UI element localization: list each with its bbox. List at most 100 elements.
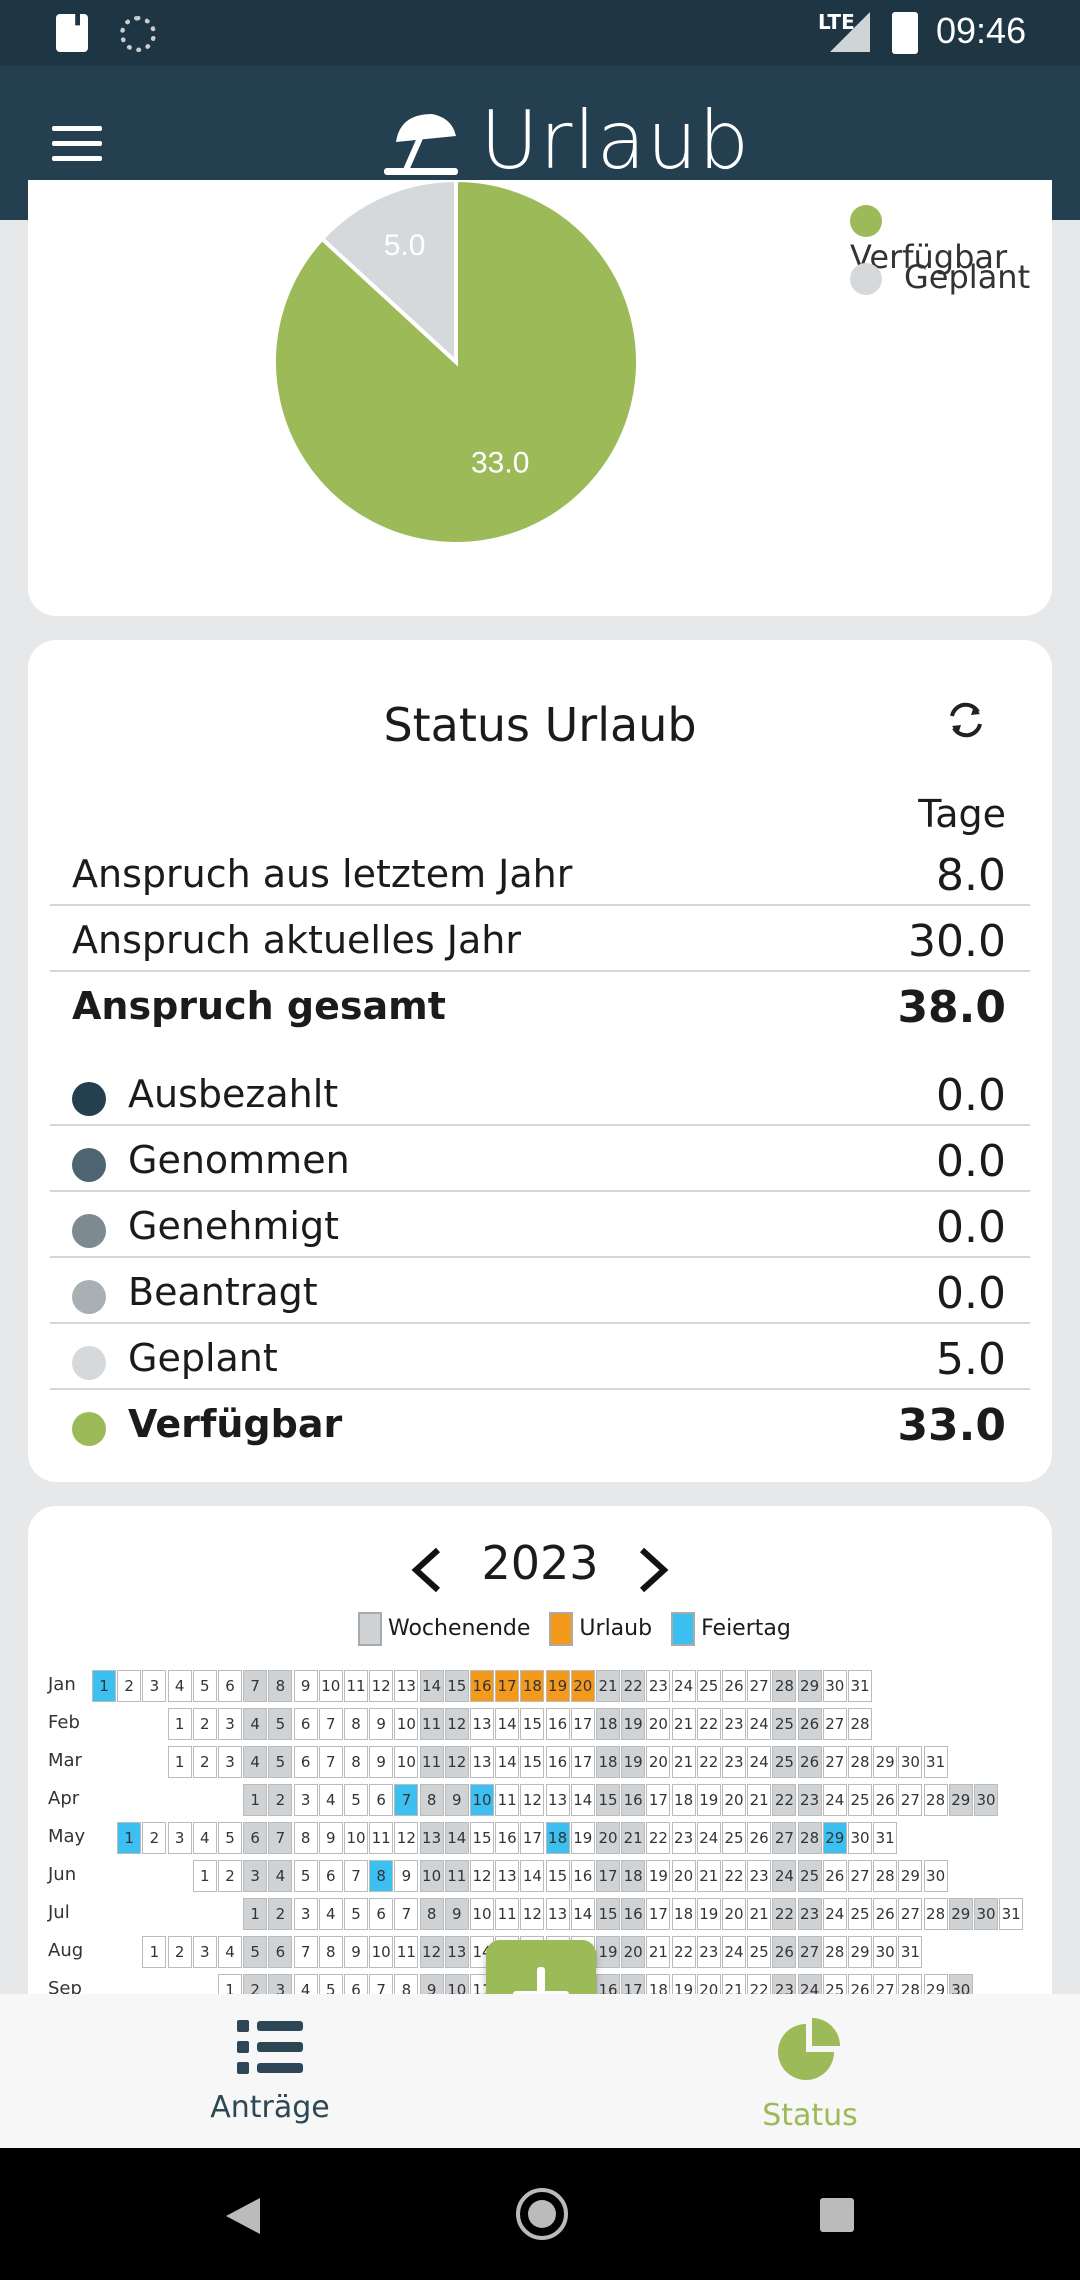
calendar-day[interactable]: 7 [394, 1898, 419, 1930]
calendar-day[interactable]: 18 [596, 1708, 620, 1740]
calendar-day[interactable]: 31 [873, 1822, 898, 1854]
calendar-day[interactable]: 14 [444, 1822, 469, 1854]
calendar-day[interactable]: 26 [822, 1860, 847, 1892]
calendar-day[interactable]: 8 [293, 1822, 318, 1854]
calendar-day[interactable]: 26 [797, 1746, 822, 1778]
calendar-day[interactable]: 30 [923, 1860, 948, 1892]
calendar-day[interactable]: 12 [520, 1898, 545, 1930]
calendar-day[interactable]: 5 [268, 1708, 293, 1740]
calendar-day[interactable]: 23 [797, 1898, 822, 1930]
calendar-day[interactable]: 10 [318, 1670, 343, 1702]
calendar-day[interactable]: 28 [923, 1784, 948, 1816]
calendar-day[interactable]: 19 [646, 1860, 671, 1892]
calendar-day[interactable]: 7 [318, 1708, 343, 1740]
calendar-day[interactable]: 25 [696, 1670, 721, 1702]
calendar-day[interactable]: 3 [167, 1822, 192, 1854]
calendar-day[interactable]: 17 [495, 1670, 520, 1702]
calendar-day[interactable]: 6 [318, 1860, 343, 1892]
calendar-day[interactable]: 11 [419, 1708, 444, 1740]
nav-status[interactable]: Status [700, 2018, 920, 2133]
calendar-day[interactable]: 22 [646, 1822, 671, 1854]
nav-antraege[interactable]: Anträge [160, 2018, 380, 2125]
calendar-day[interactable]: 17 [570, 1746, 595, 1778]
calendar-day[interactable]: 18 [621, 1860, 646, 1892]
calendar-day[interactable]: 10 [419, 1860, 444, 1892]
calendar-day[interactable]: 17 [646, 1784, 671, 1816]
calendar-day[interactable]: 15 [596, 1784, 620, 1816]
calendar-day[interactable]: 23 [797, 1784, 822, 1816]
calendar-day[interactable]: 20 [570, 1670, 595, 1702]
calendar-day[interactable]: 18 [671, 1784, 696, 1816]
calendar-day[interactable]: 1 [167, 1708, 192, 1740]
calendar-day[interactable]: 27 [898, 1784, 923, 1816]
calendar-day[interactable]: 29 [822, 1822, 847, 1854]
calendar-day[interactable]: 11 [444, 1860, 469, 1892]
calendar-day[interactable]: 19 [545, 1670, 570, 1702]
previous-year-icon[interactable] [410, 1546, 442, 1594]
calendar-day[interactable]: 24 [747, 1746, 772, 1778]
calendar-day[interactable]: 10 [394, 1708, 419, 1740]
calendar-day[interactable]: 26 [797, 1708, 822, 1740]
calendar-day[interactable]: 8 [318, 1936, 343, 1968]
calendar-day[interactable]: 31 [898, 1936, 923, 1968]
calendar-day[interactable]: 22 [621, 1670, 646, 1702]
calendar-day[interactable]: 19 [621, 1746, 646, 1778]
calendar-day[interactable]: 17 [596, 1860, 620, 1892]
calendar-day[interactable]: 8 [419, 1898, 444, 1930]
calendar-day[interactable]: 16 [621, 1898, 646, 1930]
calendar-day[interactable]: 15 [520, 1708, 545, 1740]
calendar-day[interactable]: 25 [772, 1746, 797, 1778]
calendar-day[interactable]: 13 [419, 1822, 444, 1854]
calendar-day[interactable]: 4 [268, 1860, 293, 1892]
calendar-day[interactable]: 29 [898, 1860, 923, 1892]
calendar-day[interactable]: 14 [520, 1860, 545, 1892]
calendar-day[interactable]: 16 [545, 1746, 570, 1778]
calendar-day[interactable]: 18 [545, 1822, 570, 1854]
calendar-day[interactable]: 28 [797, 1822, 822, 1854]
calendar-day[interactable]: 20 [671, 1860, 696, 1892]
calendar-day[interactable]: 15 [545, 1860, 570, 1892]
calendar-day[interactable]: 23 [696, 1936, 721, 1968]
calendar-day[interactable]: 8 [344, 1708, 368, 1740]
calendar-day[interactable]: 20 [722, 1898, 746, 1930]
calendar-day[interactable]: 27 [822, 1708, 847, 1740]
calendar-day[interactable]: 22 [671, 1936, 696, 1968]
calendar-day[interactable]: 30 [873, 1936, 898, 1968]
calendar-day[interactable]: 8 [369, 1860, 394, 1892]
calendar-day[interactable]: 4 [318, 1898, 343, 1930]
calendar-day[interactable]: 7 [394, 1784, 419, 1816]
calendar-day[interactable]: 9 [369, 1708, 394, 1740]
calendar-day[interactable]: 12 [419, 1936, 444, 1968]
calendar-day[interactable]: 27 [747, 1670, 772, 1702]
calendar-day[interactable]: 29 [873, 1746, 898, 1778]
calendar-day[interactable]: 25 [848, 1898, 872, 1930]
calendar-day[interactable]: 6 [243, 1822, 268, 1854]
calendar-day[interactable]: 20 [621, 1936, 646, 1968]
calendar-day[interactable]: 11 [495, 1898, 520, 1930]
calendar-day[interactable]: 8 [344, 1746, 368, 1778]
calendar-day[interactable]: 16 [570, 1860, 595, 1892]
calendar-day[interactable]: 26 [873, 1898, 898, 1930]
calendar-day[interactable]: 12 [369, 1670, 394, 1702]
calendar-day[interactable]: 24 [822, 1784, 847, 1816]
calendar-day[interactable]: 6 [268, 1936, 293, 1968]
calendar-day[interactable]: 18 [671, 1898, 696, 1930]
calendar-day[interactable]: 21 [596, 1670, 620, 1702]
calendar-day[interactable]: 13 [394, 1670, 419, 1702]
calendar-day[interactable]: 3 [293, 1784, 318, 1816]
calendar-day[interactable]: 27 [848, 1860, 872, 1892]
calendar-day[interactable]: 21 [696, 1860, 721, 1892]
calendar-day[interactable]: 19 [696, 1784, 721, 1816]
calendar-day[interactable]: 14 [570, 1784, 595, 1816]
calendar-day[interactable]: 2 [192, 1746, 217, 1778]
calendar-day[interactable]: 4 [243, 1746, 268, 1778]
calendar-day[interactable]: 28 [923, 1898, 948, 1930]
calendar-day[interactable]: 15 [470, 1822, 494, 1854]
calendar-day[interactable]: 3 [142, 1670, 167, 1702]
calendar-day[interactable]: 11 [394, 1936, 419, 1968]
calendar-day[interactable]: 5 [268, 1746, 293, 1778]
calendar-day[interactable]: 31 [923, 1746, 948, 1778]
calendar-day[interactable]: 24 [696, 1822, 721, 1854]
calendar-day[interactable]: 1 [92, 1670, 116, 1702]
calendar-day[interactable]: 24 [722, 1936, 746, 1968]
